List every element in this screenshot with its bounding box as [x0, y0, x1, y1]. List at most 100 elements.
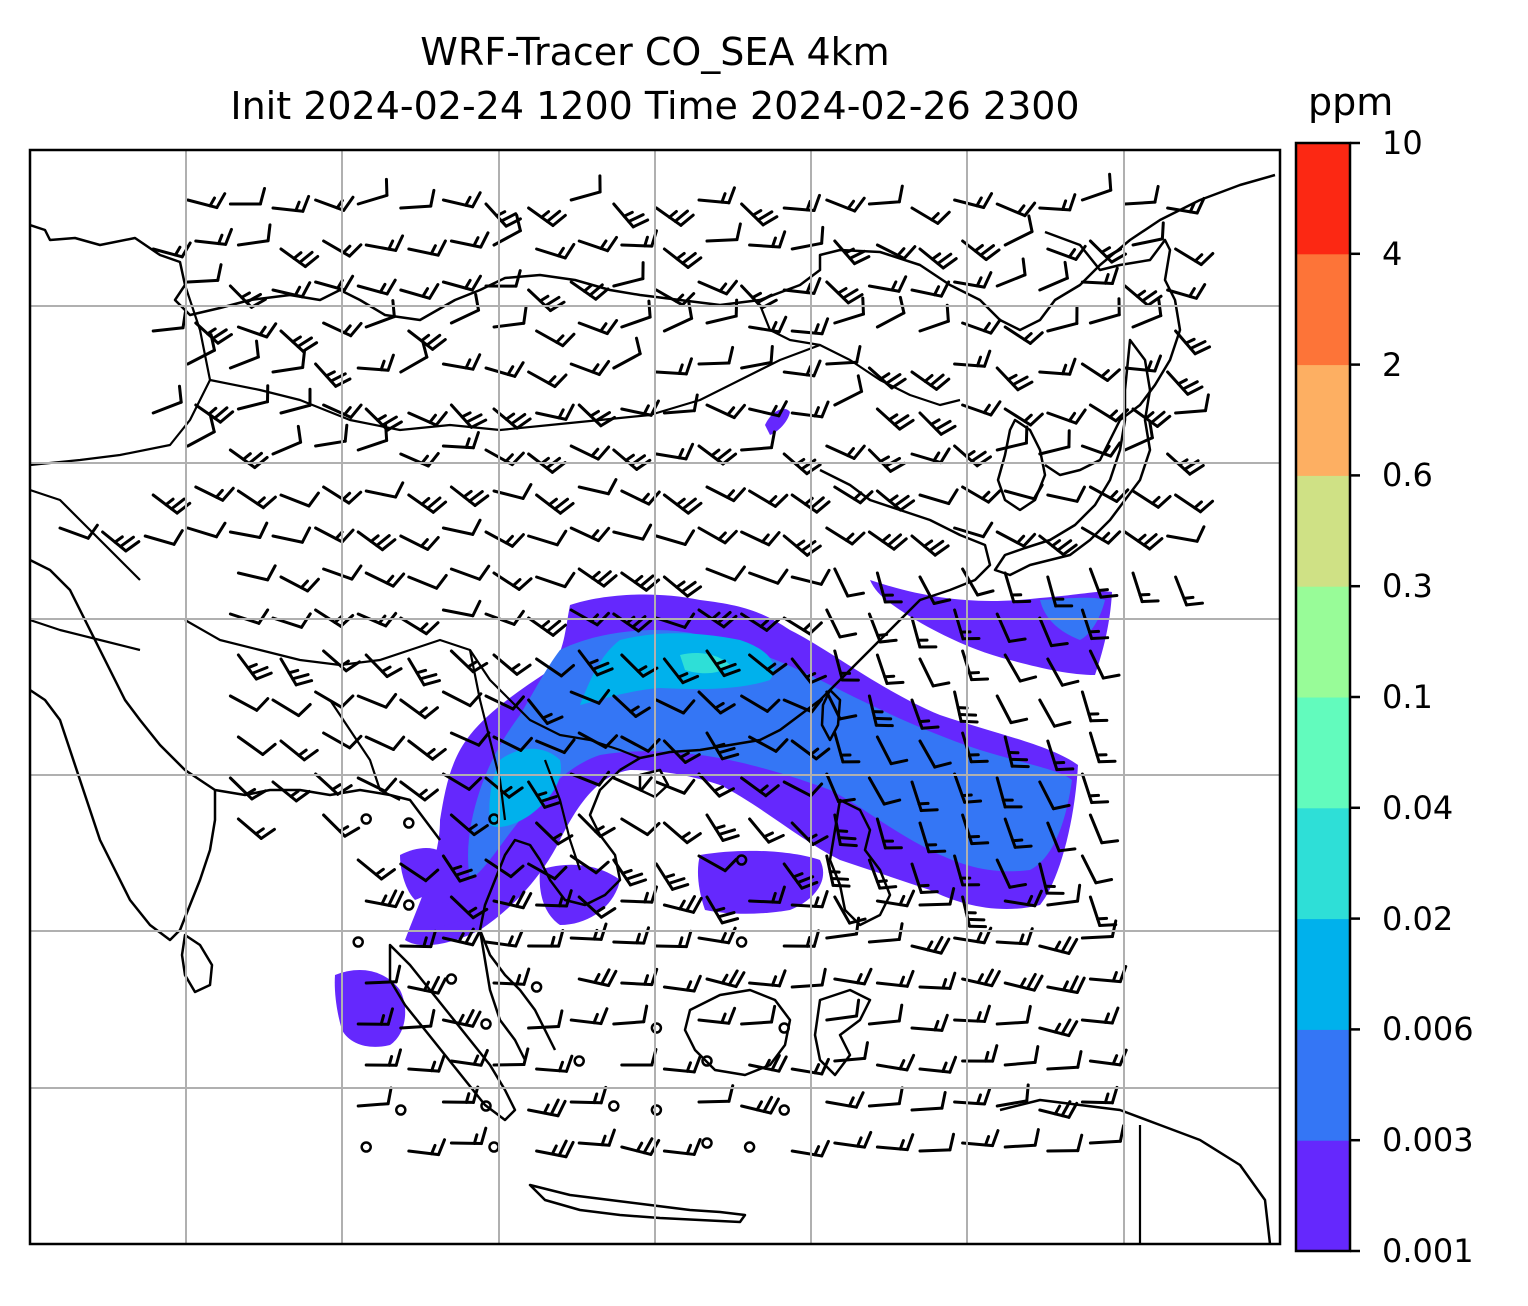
wind-barb-shaft: [236, 571, 270, 582]
wind-barb-flag: [684, 357, 693, 376]
wind-barb-flag: [588, 283, 604, 297]
wind-barb-flag: [975, 196, 983, 208]
wind-barb-shaft: [875, 311, 906, 329]
wind-barb-flag: [767, 833, 785, 844]
wind-barb-shaft: [1088, 649, 1105, 680]
wind-barb-shaft: [612, 530, 645, 541]
wind-barb-flag: [936, 210, 951, 225]
border-10: [30, 488, 141, 581]
calm-wind-marker: [480, 1100, 492, 1112]
wind-barb-flag: [718, 282, 728, 293]
wind-barb-flag: [299, 579, 309, 590]
wind-barb-flag: [813, 1145, 821, 1157]
wind-barb-flag: [852, 491, 863, 501]
wind-barb-flag: [1146, 360, 1153, 372]
wind-barb-flag: [1100, 246, 1112, 254]
wind-barb-shaft: [577, 239, 610, 253]
plume-bay-strip: [415, 902, 470, 929]
wind-barb-flag: [1026, 972, 1037, 990]
wind-barb-flag: [644, 578, 661, 592]
hainan: [638, 768, 670, 799]
wind-barb-flag: [813, 406, 820, 418]
wind-barb-flag: [265, 322, 278, 339]
wind-barb-flag: [478, 564, 491, 581]
wind-barb-flag: [470, 274, 482, 292]
calm-wind-marker: [573, 1055, 585, 1067]
wind-barb-shaft: [535, 739, 566, 755]
wind-barb-flag: [379, 359, 386, 372]
wind-barb-flag: [725, 279, 738, 296]
wind-barb-flag: [458, 874, 477, 883]
wind-barb-flag: [1022, 532, 1037, 548]
wind-barb-flag: [642, 1137, 654, 1155]
wind-barb-flag: [831, 883, 851, 888]
wind-barb-flag: [878, 638, 898, 644]
wind-barb-flag: [562, 738, 576, 755]
border-2: [209, 343, 961, 432]
wind-barb-shaft: [995, 776, 1007, 809]
wind-barb-flag: [164, 497, 175, 507]
wind-barb-shaft: [612, 940, 646, 945]
wind-barb-flag: [673, 209, 689, 223]
wind-barb-flag: [514, 929, 524, 948]
wind-barb-flag: [479, 1048, 489, 1067]
wind-barb-flag: [344, 660, 361, 673]
wind-barb-flag: [856, 1136, 863, 1148]
wind-barb-flag: [593, 825, 605, 833]
wind-barb-flag: [941, 257, 958, 270]
wind-barb-shaft: [279, 493, 311, 508]
wind-barb-shaft: [995, 1020, 1029, 1026]
wind-barb-shaft: [654, 288, 684, 307]
wind-barb-flag: [1067, 1020, 1079, 1038]
wind-barb-flag: [216, 333, 233, 345]
wind-barb-flag: [606, 478, 618, 496]
wind-barb-flag: [394, 890, 405, 909]
wind-barb-flag: [246, 662, 258, 670]
wind-barb-shaft: [441, 362, 475, 371]
wind-barb-shaft: [1080, 935, 1114, 940]
wind-barbs: [58, 172, 1215, 1159]
wind-barb-shaft: [1080, 1018, 1114, 1025]
wind-barb-shaft: [527, 534, 559, 547]
wind-barb-shaft: [790, 657, 813, 685]
wind-barb-shaft: [527, 862, 557, 881]
wind-barb-shaft: [697, 1099, 731, 1104]
wind-barb-flag: [387, 239, 395, 251]
wind-barb-shaft: [449, 813, 476, 837]
wind-barb-flag: [460, 411, 472, 419]
wind-barb-flag: [207, 406, 218, 416]
wind-barb-flag: [770, 404, 778, 416]
wind-barb-flag: [637, 619, 653, 633]
wind-barb-shaft: [910, 1106, 944, 1112]
wind-barb-flag: [250, 665, 269, 675]
wind-barb-flag: [885, 680, 905, 685]
wind-barb-flag: [809, 496, 825, 510]
wind-barb-flag: [294, 789, 311, 803]
wind-barb-shaft: [399, 780, 427, 802]
wind-barb-flag: [939, 424, 957, 436]
wind-barb-flag: [771, 236, 777, 249]
wind-barb-flag: [776, 568, 789, 585]
wind-barb-flag: [680, 292, 696, 307]
wind-barb-flag: [254, 827, 265, 836]
wind-barb-flag: [507, 935, 514, 947]
colorbar-tick-label: 0.02: [1382, 899, 1454, 938]
wind-barb-flag: [294, 679, 314, 687]
indochina: [478, 769, 622, 1051]
wind-barb-flag: [594, 411, 611, 423]
wind-barb-shaft: [833, 1141, 867, 1149]
wind-barb-flag: [240, 291, 251, 299]
wind-barb-flag: [1155, 414, 1172, 428]
wind-barb-shaft: [492, 571, 521, 591]
wind-barb-shaft: [875, 899, 909, 908]
wind-barb-flag: [905, 1053, 916, 1072]
wind-barb-flag: [350, 564, 363, 581]
wind-barb-shaft: [620, 899, 654, 904]
wind-barb-flag: [755, 1100, 763, 1112]
wind-barb-flag: [513, 361, 525, 378]
wind-barb-flag: [385, 574, 395, 585]
wind-barb-flag: [1096, 588, 1109, 593]
wind-barb-flag: [431, 500, 448, 514]
wind-barb-flag: [1098, 923, 1118, 927]
wind-barb-flag: [556, 834, 574, 846]
